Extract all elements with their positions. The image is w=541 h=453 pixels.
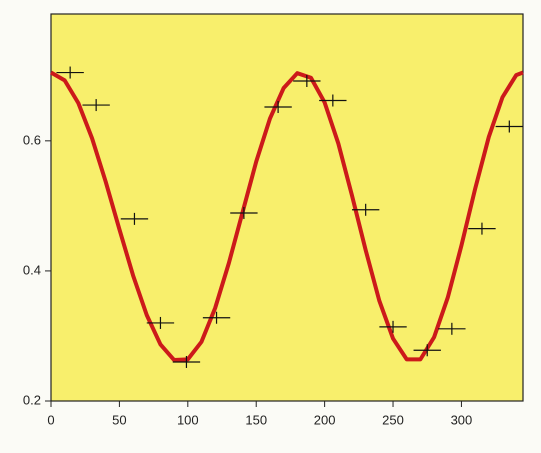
data-point xyxy=(468,222,496,235)
x-tick-label: 150 xyxy=(245,412,267,427)
y-tick-label: 0.4 xyxy=(23,262,41,277)
data-point xyxy=(495,120,523,133)
data-point xyxy=(230,207,258,220)
data-point xyxy=(319,94,347,107)
data-point xyxy=(146,316,175,329)
data-point xyxy=(379,320,407,333)
x-tick-label: 50 xyxy=(112,412,126,427)
data-point xyxy=(438,322,466,335)
data-point xyxy=(264,101,292,114)
x-tick-label: 300 xyxy=(451,412,473,427)
data-point xyxy=(202,311,231,324)
x-tick-label: 0 xyxy=(47,412,54,427)
data-point xyxy=(82,99,110,112)
data-point xyxy=(293,74,321,87)
x-tick-label: 250 xyxy=(382,412,404,427)
data-point xyxy=(172,355,201,368)
x-tick-label: 100 xyxy=(177,412,199,427)
data-point xyxy=(56,66,84,79)
data-point xyxy=(120,212,149,225)
data-point xyxy=(413,344,441,357)
y-tick-label: 0.2 xyxy=(23,392,41,407)
x-tick-label: 200 xyxy=(314,412,336,427)
data-point xyxy=(351,203,380,216)
fit-curve xyxy=(50,70,524,363)
plot-background xyxy=(50,13,524,402)
y-tick-label: 0.6 xyxy=(23,132,41,147)
